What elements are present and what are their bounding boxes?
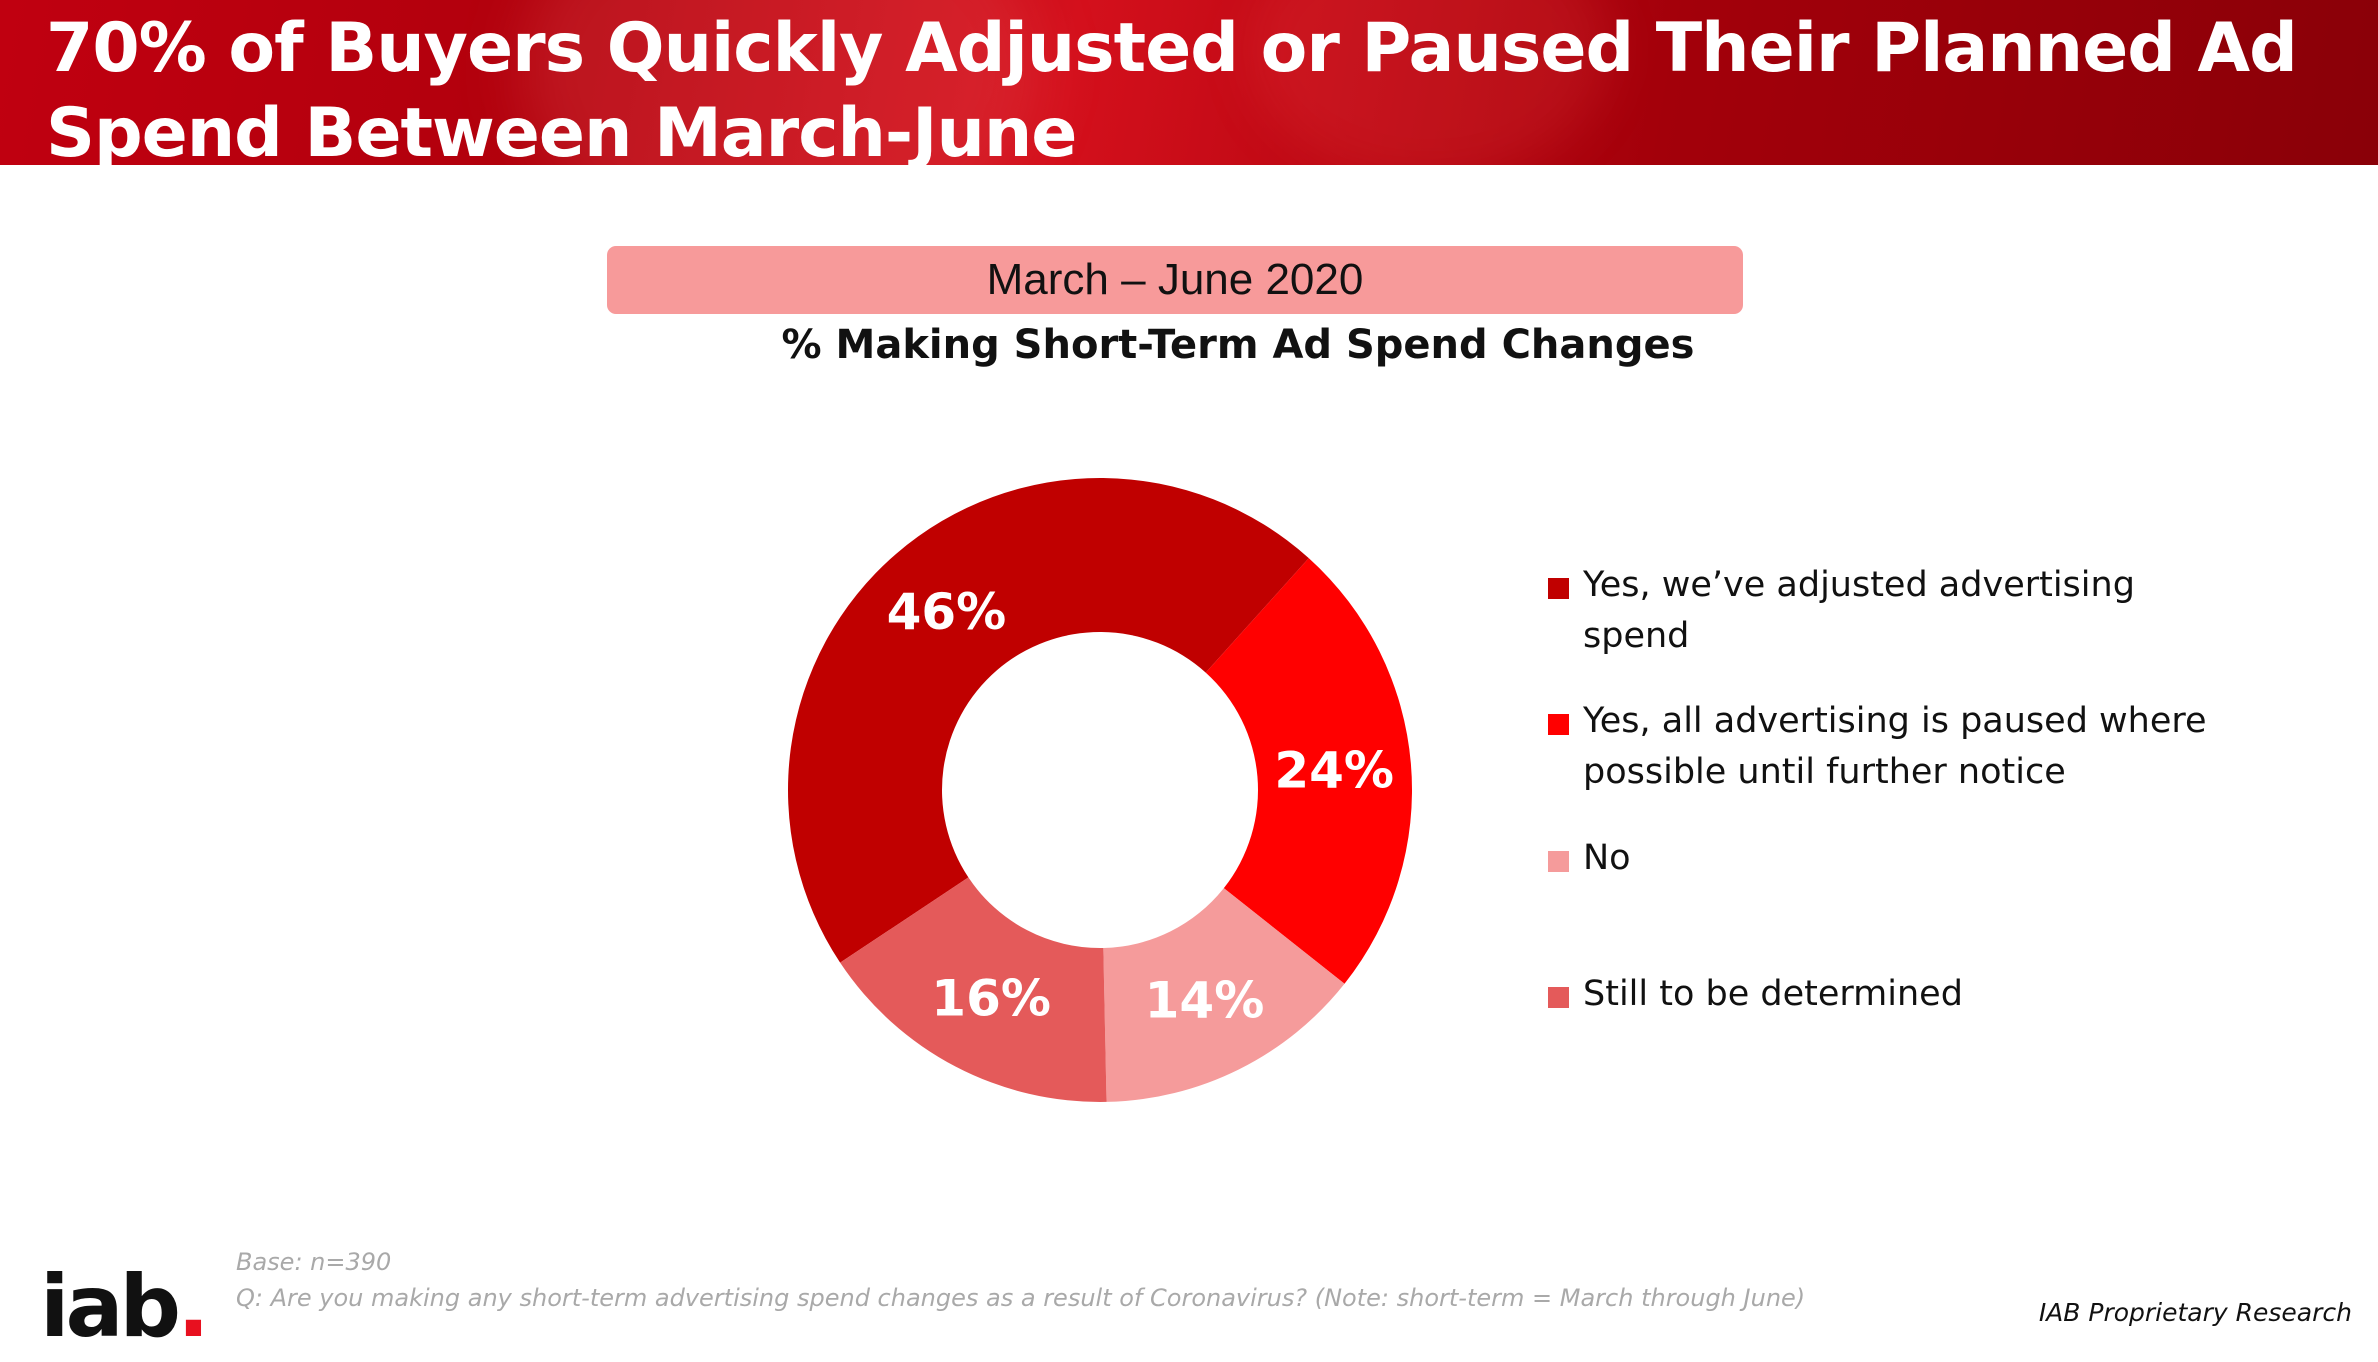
donut-slice-1 [787, 477, 1309, 963]
legend-label: Yes, we’ve adjusted advertising spend [1583, 565, 2135, 656]
legend-item-2: Yes, all advertising is paused where pos… [1548, 696, 2243, 798]
period-banner: March – June 2020 [607, 246, 1743, 314]
legend-swatch [1548, 987, 1569, 1008]
donut-slice-4 [840, 877, 1107, 1102]
legend-label: Yes, all advertising is paused where pos… [1583, 701, 2207, 792]
question-note: Q: Are you making any short-term adverti… [236, 1284, 1806, 1312]
donut-slice-3 [1103, 888, 1345, 1102]
slice-label-2: 24% [1274, 741, 1394, 799]
slice-label-1: 46% [887, 583, 1007, 641]
iab-logo: iab. [40, 1257, 210, 1357]
legend-item-3: No [1548, 833, 2243, 884]
proprietary-label: IAB Proprietary Research [2038, 1298, 2352, 1327]
chart-title: % Making Short-Term Ad Spend Changes [781, 322, 1695, 368]
slide-title: 70% of Buyers Quickly Adjusted or Paused… [46, 9, 2298, 165]
donut-slice-2 [1205, 558, 1412, 984]
legend-label: Still to be determined [1583, 974, 1963, 1014]
legend-label: No [1583, 838, 1631, 878]
legend-swatch [1548, 578, 1569, 599]
legend-item-1: Yes, we’ve adjusted advertising spend [1548, 560, 2243, 662]
legend-swatch [1548, 851, 1569, 872]
title-banner: 70% of Buyers Quickly Adjusted or Paused… [0, 0, 2378, 165]
slice-label-3: 14% [1145, 971, 1265, 1029]
base-note: Base: n=390 [236, 1248, 392, 1276]
donut-chart: 46% 24% 14% 16% [787, 477, 1412, 1102]
legend-swatch [1548, 714, 1569, 735]
slice-label-4: 16% [931, 969, 1051, 1027]
legend-item-4: Still to be determined [1548, 969, 2243, 1020]
